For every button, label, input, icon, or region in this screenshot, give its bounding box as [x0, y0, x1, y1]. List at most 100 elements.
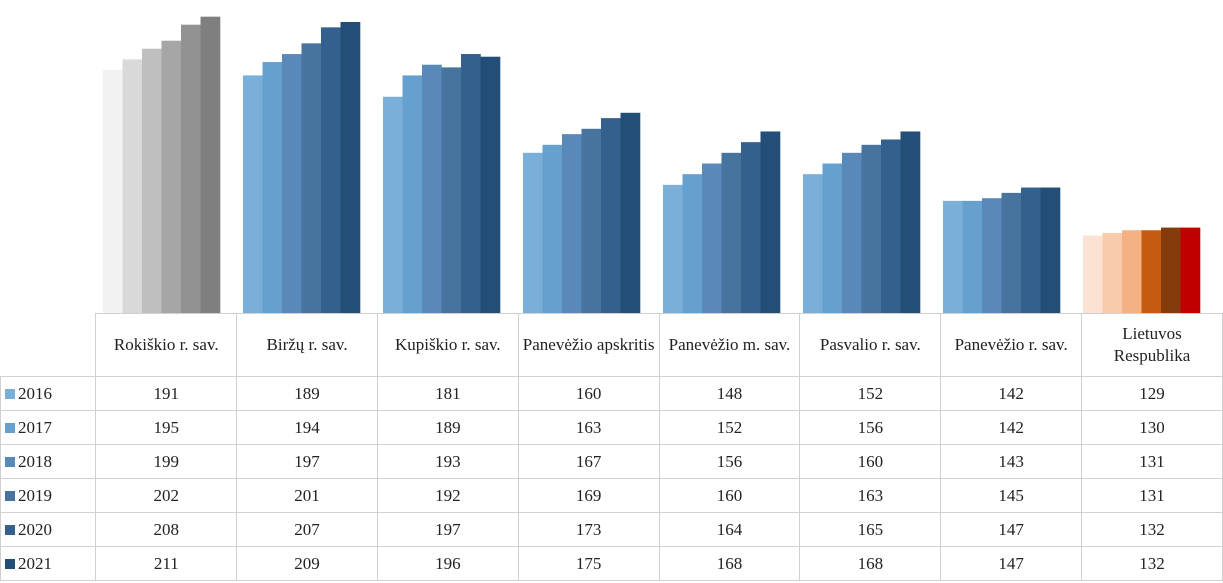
bar — [900, 131, 921, 313]
value-cell: 199 — [95, 444, 238, 479]
value-cell: 142 — [940, 410, 1083, 445]
value-cell: 160 — [658, 478, 801, 513]
bar — [721, 152, 742, 313]
bar — [620, 112, 641, 313]
value-cell: 167 — [517, 444, 660, 479]
bar — [181, 24, 201, 313]
value-cell: 168 — [799, 546, 942, 581]
legend-label: 2016 — [18, 383, 52, 403]
value-cell: 201 — [236, 478, 378, 513]
bar — [122, 59, 143, 313]
plot-area — [103, 16, 1201, 313]
value-cell: 152 — [799, 376, 942, 411]
value-cell: 196 — [376, 546, 519, 581]
bar — [842, 152, 862, 313]
value-cell: 165 — [799, 512, 942, 547]
value-cell: 189 — [376, 410, 519, 445]
bar — [301, 43, 322, 313]
value-cell: 194 — [236, 410, 378, 445]
value-cell: 145 — [940, 478, 1083, 513]
value-cell: 143 — [940, 444, 1083, 479]
bar — [1161, 227, 1181, 313]
value-cell: 147 — [940, 512, 1083, 547]
corner-cell — [1, 314, 96, 377]
value-cell: 181 — [376, 376, 519, 411]
value-cell: 175 — [517, 546, 660, 581]
bar — [702, 163, 722, 313]
value-cell: 131 — [1081, 478, 1223, 513]
value-cell: 163 — [517, 410, 660, 445]
bar — [461, 54, 481, 313]
bar — [243, 75, 263, 313]
legend-entry: 2020 — [0, 512, 97, 547]
legend-label: 2021 — [18, 553, 52, 573]
bar — [200, 16, 221, 313]
bar — [1083, 235, 1103, 313]
bar — [943, 200, 963, 313]
value-cell: 189 — [236, 376, 378, 411]
legend-entry: 2021 — [0, 546, 97, 581]
bar — [262, 62, 283, 313]
legend-swatch — [5, 422, 15, 433]
legend-entry: 2019 — [0, 478, 97, 513]
legend-entry: 2016 — [0, 376, 97, 411]
category-label: Kupiškio r. sav. — [376, 313, 519, 377]
legend-entry: 2018 — [0, 444, 97, 479]
value-cell: 129 — [1081, 376, 1223, 411]
value-cell: 209 — [236, 546, 378, 581]
value-cell: 192 — [376, 478, 519, 513]
bar — [441, 67, 462, 313]
value-cell: 152 — [658, 410, 801, 445]
bar — [601, 118, 621, 313]
bar — [682, 174, 703, 313]
value-cell: 163 — [799, 478, 942, 513]
bar — [282, 54, 302, 313]
bar — [383, 96, 403, 313]
bar — [542, 144, 563, 313]
legend-entry: 2017 — [0, 410, 97, 445]
bar — [321, 27, 341, 313]
value-cell: 197 — [236, 444, 378, 479]
legend-label: 2017 — [18, 417, 52, 437]
category-label: Pasvalio r. sav. — [799, 313, 942, 377]
value-cell: 169 — [517, 478, 660, 513]
value-cell: 132 — [1081, 546, 1223, 581]
bar — [1180, 227, 1201, 313]
value-cell: 197 — [376, 512, 519, 547]
value-cell: 191 — [95, 376, 238, 411]
legend-swatch — [5, 456, 15, 467]
bar — [340, 22, 361, 313]
bar — [1102, 232, 1123, 313]
value-cell: 148 — [658, 376, 801, 411]
legend-swatch — [5, 558, 15, 569]
bar — [760, 131, 781, 313]
bar — [803, 174, 823, 313]
bar — [480, 56, 501, 313]
value-cell: 160 — [799, 444, 942, 479]
bar — [1141, 230, 1162, 313]
bar — [663, 184, 683, 313]
bar — [402, 75, 423, 313]
value-cell: 156 — [658, 444, 801, 479]
bar — [741, 142, 761, 313]
legend-label: 2019 — [18, 485, 52, 505]
bar — [161, 40, 182, 313]
category-label: Panevėžio apskritis — [517, 313, 660, 377]
value-cell: 164 — [658, 512, 801, 547]
value-cell: 195 — [95, 410, 238, 445]
data-table: Rokiškio r. sav. Biržų r. sav. Kupiškio r.… — [0, 313, 1223, 581]
legend-swatch — [5, 524, 15, 535]
category-label: Panevėžio m. sav. — [658, 313, 801, 377]
value-cell: 131 — [1081, 444, 1223, 479]
legend-label: 2018 — [18, 451, 52, 471]
bar — [1040, 187, 1061, 313]
category-label: Panevėžio r. sav. — [940, 313, 1083, 377]
value-cell: 208 — [95, 512, 238, 547]
value-cell: 142 — [940, 376, 1083, 411]
value-cell: 132 — [1081, 512, 1223, 547]
legend-swatch — [5, 490, 15, 501]
category-label: Rokiškio r. sav. — [95, 313, 238, 377]
bar — [881, 139, 901, 313]
value-cell: 202 — [95, 478, 238, 513]
